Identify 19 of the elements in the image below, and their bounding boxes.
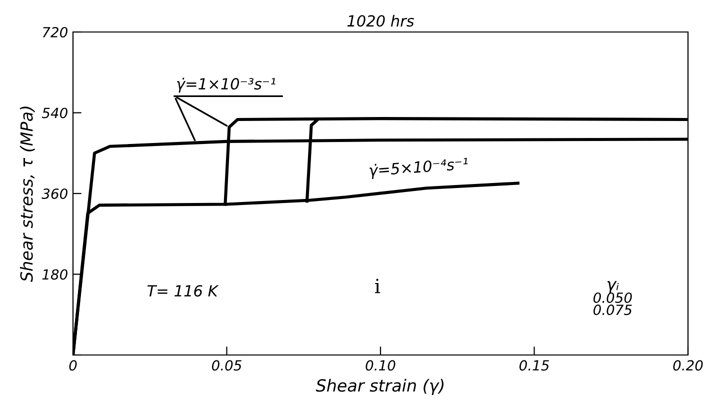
annotation: γ̇=1×10⁻³s⁻¹ xyxy=(177,78,276,93)
x-tick-label: 0.20 xyxy=(673,360,703,371)
chart-title: 1020 hrs xyxy=(347,14,414,27)
y-tick-label: 360 xyxy=(42,188,68,199)
y-tick-label: 180 xyxy=(42,269,68,280)
y-axis-title: Shear stress, τ (MPa) xyxy=(20,106,35,282)
x-tick-label: 0 xyxy=(69,360,77,371)
annotation: 0.050 xyxy=(593,292,632,303)
annotation: T= 116 K xyxy=(147,285,219,297)
x-tick-label: 0.15 xyxy=(519,360,549,371)
y-tick-label: 540 xyxy=(42,108,68,118)
x-tick-label: 0.05 xyxy=(212,360,242,371)
y-tick-label: 720 xyxy=(42,26,68,38)
annotation: γ̇=5×10⁻⁴s⁻¹ xyxy=(369,157,468,180)
annotation: i xyxy=(375,278,380,294)
annotation: γᵢ xyxy=(607,280,619,294)
x-axis-title: Shear strain (γ) xyxy=(316,378,444,395)
annotation: 0.075 xyxy=(593,304,632,316)
x-tick-label: 0.10 xyxy=(366,360,396,371)
